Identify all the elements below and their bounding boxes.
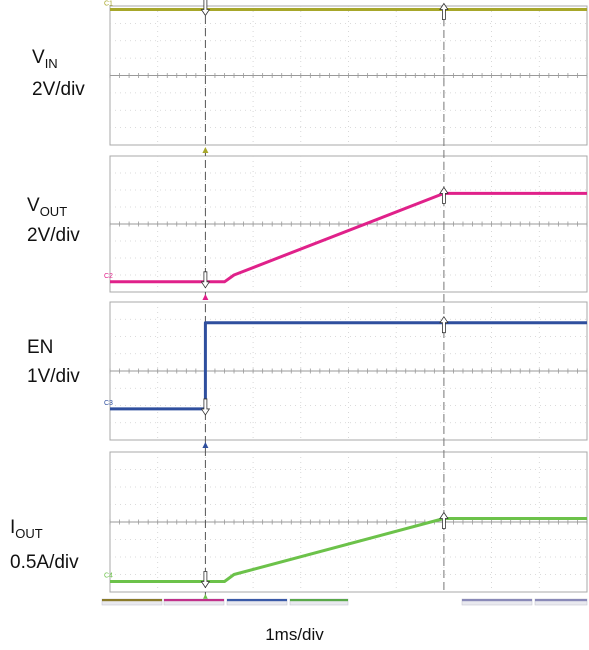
status-bar-swatch	[164, 599, 224, 602]
channel-3-name: EN	[27, 337, 54, 358]
status-bar-swatch	[462, 599, 532, 602]
trace-C3	[110, 321, 587, 411]
cursor-arrow-C3	[439, 315, 449, 334]
ground-marker-C1	[202, 147, 209, 153]
channel-1-scale: 2V/div	[32, 79, 85, 100]
ground-marker-C3	[202, 442, 209, 448]
channel-2-scale: 2V/div	[27, 225, 80, 246]
cursor-arrow-C2	[439, 186, 449, 204]
status-bar-swatch	[227, 599, 287, 602]
trace-C2	[110, 191, 587, 284]
cursor-arrow-C4	[200, 571, 211, 589]
cursor-arrow-C2	[200, 271, 211, 289]
cursor-arrow-C1	[439, 2, 449, 20]
channel-4-name: IOUT	[10, 517, 43, 541]
cursor-arrow-C1	[200, 0, 211, 17]
trace-C4	[110, 517, 587, 583]
time-scale-label: 1ms/div	[265, 625, 324, 644]
status-bar-swatch	[290, 599, 348, 602]
channel-tag-C1: C1	[104, 0, 113, 7]
channel-tag-C3: C3	[104, 400, 113, 407]
channel-2-name: VOUT	[27, 195, 68, 219]
ground-marker-C2	[202, 294, 209, 300]
cursor-arrow-C3	[200, 398, 211, 416]
channel-1-name: VIN	[32, 47, 58, 71]
channel-tag-C4: C4	[104, 573, 113, 580]
channel-3-scale: 1V/div	[27, 366, 80, 387]
status-bar-swatch	[102, 599, 162, 602]
ground-marker-C4	[202, 594, 209, 600]
channel-4-scale: 0.5A/div	[10, 552, 79, 573]
status-bar-swatch	[535, 599, 587, 602]
cursor-arrow-C4	[439, 511, 449, 529]
channel-tag-C2: C2	[104, 273, 113, 280]
